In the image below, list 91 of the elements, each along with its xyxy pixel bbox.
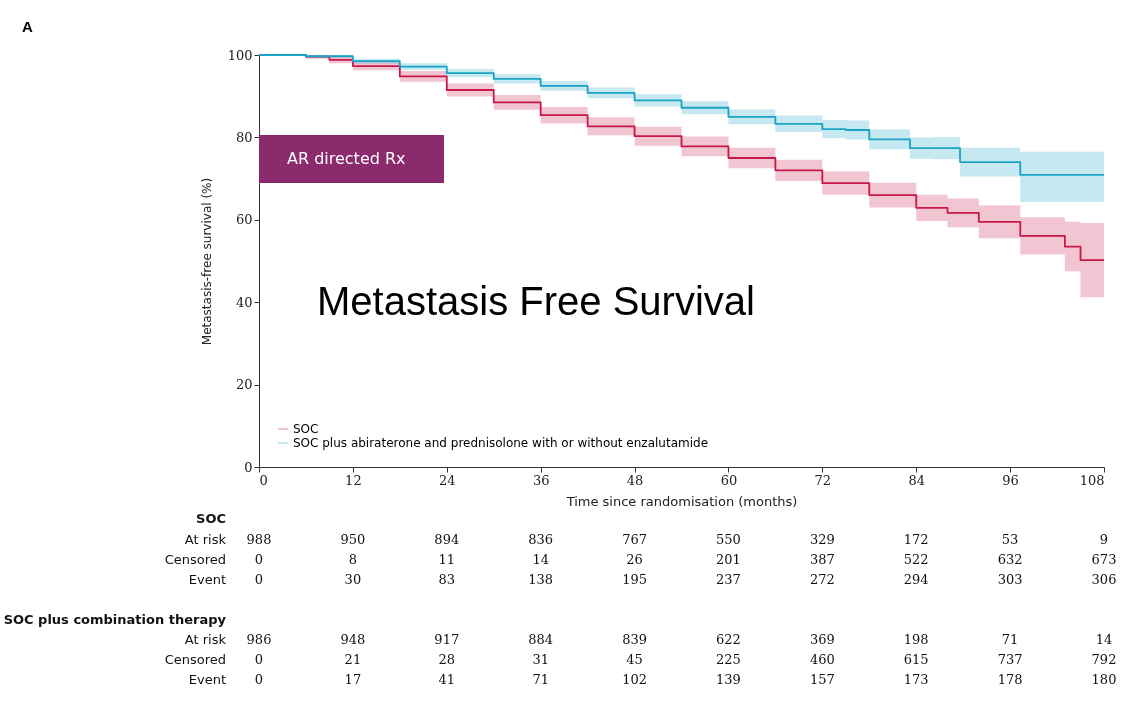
x-tick-label: 60 xyxy=(720,472,738,488)
y-tick-label: 40 xyxy=(235,294,253,310)
text: 622 xyxy=(716,632,741,647)
text: 460 xyxy=(809,652,835,667)
text: 767 xyxy=(622,532,647,547)
text: 14 xyxy=(1095,632,1113,647)
y-tick-label: 80 xyxy=(235,129,253,145)
y-axis-title: Metastasis-free survival (%) xyxy=(199,177,214,346)
x-tick-label: 108 xyxy=(1079,472,1105,488)
text: 303 xyxy=(997,572,1023,587)
text: 839 xyxy=(622,632,647,647)
y-tick-label: 0 xyxy=(244,459,253,475)
text: 8 xyxy=(348,552,358,567)
text: 884 xyxy=(528,632,554,647)
text: 894 xyxy=(434,532,460,547)
text: Event xyxy=(188,572,226,587)
text: Censored xyxy=(164,552,226,567)
text: A xyxy=(22,18,33,35)
text: 198 xyxy=(903,632,929,647)
text: 0 xyxy=(254,572,264,587)
x-tick-label: 96 xyxy=(1002,472,1019,488)
y-tick-label: 60 xyxy=(235,212,253,228)
text: 26 xyxy=(626,552,643,567)
text: SOC xyxy=(196,511,226,526)
text: 157 xyxy=(809,672,835,687)
text: 30 xyxy=(344,572,362,587)
text: 237 xyxy=(716,572,741,587)
text: 950 xyxy=(340,532,366,547)
text: 632 xyxy=(997,552,1023,567)
text: 225 xyxy=(716,652,741,667)
text: 195 xyxy=(622,572,647,587)
text: 9 xyxy=(1099,532,1109,547)
x-tick-label: 12 xyxy=(345,472,362,488)
x-tick-label: 36 xyxy=(532,472,550,488)
text: 0 xyxy=(254,552,264,567)
label-box: AR directed Rx xyxy=(259,135,444,183)
y-tick-label: 20 xyxy=(235,377,253,393)
text: 673 xyxy=(1091,552,1117,567)
text: 201 xyxy=(716,552,741,567)
x-tick-label: 72 xyxy=(814,472,832,488)
text: 948 xyxy=(340,632,366,647)
text: 71 xyxy=(1001,632,1019,647)
text: 139 xyxy=(716,672,741,687)
text: 550 xyxy=(716,532,741,547)
text: 11 xyxy=(438,552,456,567)
text: 792 xyxy=(1091,652,1117,667)
text: 0 xyxy=(254,652,264,667)
text: 988 xyxy=(246,532,272,547)
text: 294 xyxy=(903,572,929,587)
x-tick-label: 24 xyxy=(439,472,456,488)
text: 522 xyxy=(903,552,929,567)
text: 71 xyxy=(532,672,549,687)
x-tick-label: 0 xyxy=(259,472,268,488)
text: At risk xyxy=(184,632,227,647)
text: 17 xyxy=(344,672,362,687)
legend-label: SOC xyxy=(293,422,319,436)
text: 14 xyxy=(532,552,549,567)
text: 28 xyxy=(438,652,456,667)
text: 272 xyxy=(809,572,835,587)
text: 387 xyxy=(809,552,835,567)
y-tick-label: 100 xyxy=(227,47,253,63)
text: 53 xyxy=(1001,532,1019,547)
text: 986 xyxy=(246,632,272,647)
text: 329 xyxy=(809,532,835,547)
text: 369 xyxy=(809,632,835,647)
text: 138 xyxy=(528,572,554,587)
text: 0 xyxy=(254,672,264,687)
text: 737 xyxy=(997,652,1023,667)
text: 615 xyxy=(903,652,929,667)
text: 306 xyxy=(1091,572,1117,587)
x-tick-label: 84 xyxy=(908,472,925,488)
text: 31 xyxy=(532,652,549,667)
legend-label: SOC plus abiraterone and prednisolone with or without enzalutamide xyxy=(293,436,709,450)
text: Event xyxy=(188,672,226,687)
text: 836 xyxy=(528,532,554,547)
text: 102 xyxy=(622,672,647,687)
text: 45 xyxy=(626,652,643,667)
text: 21 xyxy=(344,652,362,667)
text: 178 xyxy=(997,672,1023,687)
text: 83 xyxy=(438,572,456,587)
text: 180 xyxy=(1091,672,1117,687)
text: Metastasis Free Survival xyxy=(317,279,755,323)
text: At risk xyxy=(184,532,227,547)
text: SOC plus combination therapy xyxy=(3,612,227,627)
text: 173 xyxy=(903,672,929,687)
text: 172 xyxy=(903,532,929,547)
text: 41 xyxy=(438,672,456,687)
text: Censored xyxy=(164,652,226,667)
text: 917 xyxy=(434,632,460,647)
x-tick-label: 48 xyxy=(626,472,644,488)
x-axis-title: Time since randomisation (months) xyxy=(565,493,798,509)
